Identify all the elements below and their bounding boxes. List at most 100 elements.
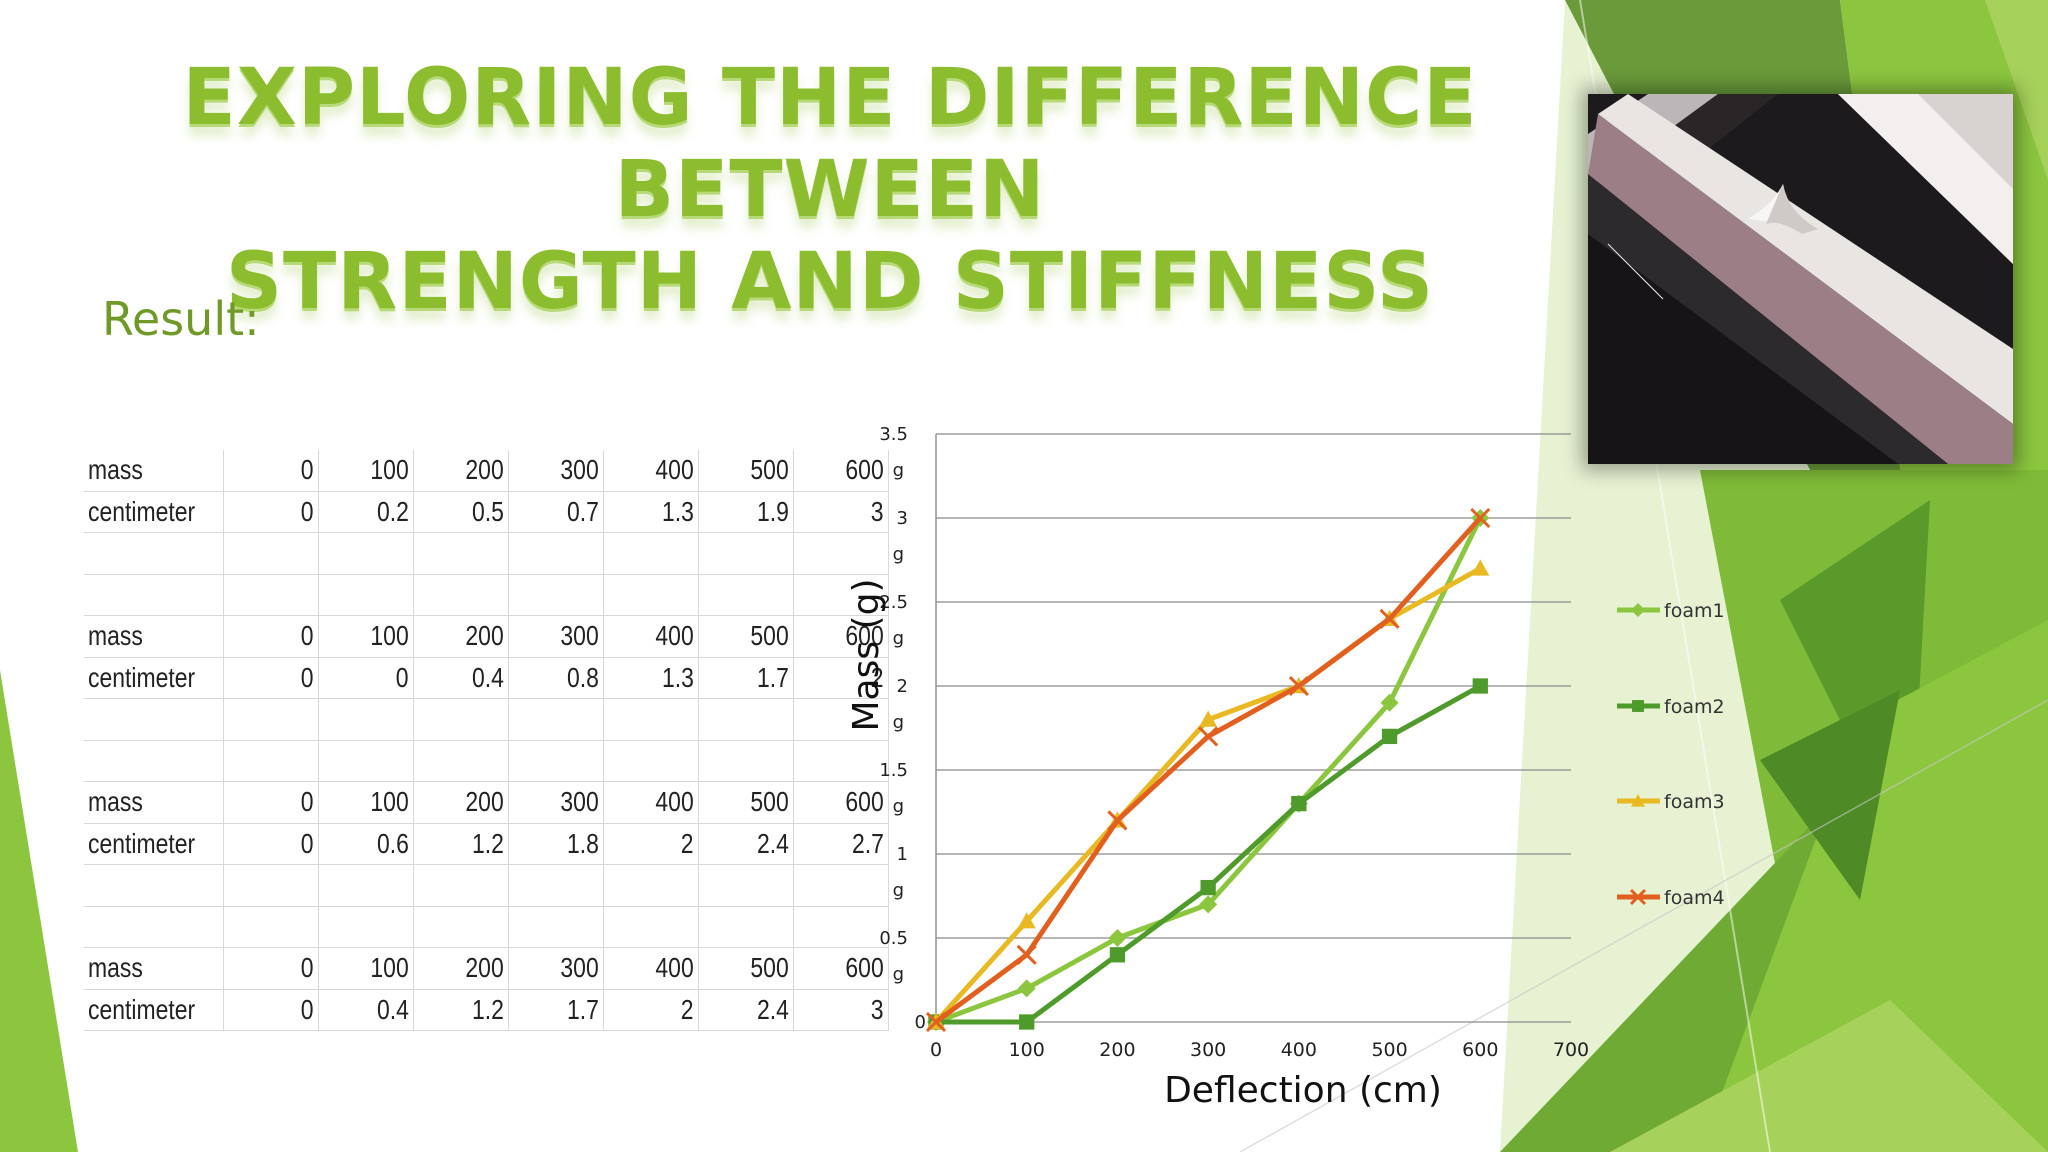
table-cell: 3 bbox=[793, 491, 889, 533]
table-cell: 100 bbox=[318, 781, 414, 824]
table-cell: 400 bbox=[603, 947, 699, 990]
table-cell: 1.2 bbox=[413, 989, 509, 1031]
table-cell: 600 bbox=[793, 615, 889, 658]
x-tick-label: 100 bbox=[1009, 1039, 1045, 1061]
y-axis-label: Mass (g) bbox=[846, 578, 887, 731]
slide-title-line-1: Exploring the difference between bbox=[182, 53, 1478, 235]
table-cell: 600 bbox=[793, 450, 889, 492]
table-cell bbox=[793, 864, 889, 907]
data-point-foam4 bbox=[1470, 507, 1491, 529]
x-tick-label: 200 bbox=[1099, 1039, 1135, 1061]
table-cell bbox=[698, 740, 794, 782]
data-point-foam3 bbox=[1199, 710, 1218, 727]
grid-lines bbox=[936, 433, 1571, 1023]
legend-label: foam2 bbox=[1664, 696, 1725, 718]
table-cell: 0.6 bbox=[318, 823, 414, 865]
table-cell bbox=[698, 698, 794, 741]
table-cell bbox=[413, 864, 509, 907]
table-row: centimeter 0 0.6 1.2 1.8 2 2.4 2.7 bbox=[84, 823, 889, 865]
table-cell: 2 bbox=[603, 823, 699, 865]
x-tick-label: 400 bbox=[1281, 1039, 1317, 1061]
result-label: Result: bbox=[102, 292, 260, 346]
table-cell: 1.7 bbox=[508, 989, 604, 1031]
x-tick-label: 700 bbox=[1553, 1039, 1589, 1061]
table-blank-row bbox=[84, 906, 889, 948]
table-cell: 200 bbox=[413, 450, 509, 492]
table-cell bbox=[318, 532, 414, 575]
y-tick-unit: g bbox=[893, 712, 904, 733]
table-cell: 0.7 bbox=[508, 491, 604, 533]
table-cell bbox=[318, 906, 414, 948]
table-cell: 300 bbox=[508, 450, 604, 492]
table-cell bbox=[223, 532, 319, 575]
table-cell: 2.4 bbox=[698, 823, 794, 865]
table-cell bbox=[84, 740, 224, 782]
table-row: mass 0 100 200 300 400 500 600 bbox=[84, 615, 889, 658]
results-table: mass 0 100 200 300 400 500 600 centimeter 0 0.2 0.5… bbox=[84, 450, 889, 1031]
legend-marker bbox=[1632, 700, 1644, 712]
table-cell: 0.8 bbox=[508, 657, 604, 699]
table-row-label: centimeter bbox=[84, 823, 224, 865]
table-cell bbox=[318, 740, 414, 782]
table-row: mass 0 100 200 300 400 500 600 bbox=[84, 450, 889, 492]
table-cell: 0 bbox=[223, 491, 319, 533]
table-row: centimeter 0 0 0.4 0.8 1.3 1.7 2 bbox=[84, 657, 889, 699]
y-tick-unit: g bbox=[893, 964, 904, 985]
table-cell bbox=[793, 906, 889, 948]
y-tick-label: 0.5 bbox=[879, 928, 908, 949]
y-tick-label: 0 bbox=[915, 1012, 926, 1033]
table-cell: 500 bbox=[698, 947, 794, 990]
table-row: centimeter 0 0.4 1.2 1.7 2 2.4 3 bbox=[84, 989, 889, 1031]
data-point-foam4 bbox=[925, 1011, 947, 1033]
table-cell bbox=[318, 698, 414, 741]
data-point-foam2 bbox=[1109, 947, 1126, 963]
table-cell: 1.2 bbox=[413, 823, 509, 865]
legend: foam1 foam2 foam3 foam4 bbox=[1617, 600, 1725, 909]
table-cell: 3 bbox=[793, 989, 889, 1031]
table-blank-row bbox=[84, 532, 889, 575]
table-row: centimeter 0 0.2 0.5 0.7 1.3 1.9 3 bbox=[84, 491, 889, 533]
table-cell bbox=[223, 740, 319, 782]
axes: 0 0.5 g 1 g 1.5 g 2 g 2.5 g 3 g 3.5 g 0 100 200 300 400 500 6… bbox=[879, 424, 1589, 1061]
x-tick-label: 600 bbox=[1462, 1039, 1498, 1061]
table-cell bbox=[603, 864, 699, 907]
table-cell bbox=[223, 864, 319, 907]
table-cell: 1.3 bbox=[603, 491, 699, 533]
legend-marker bbox=[1631, 603, 1645, 617]
table-row-label: centimeter bbox=[84, 491, 224, 533]
table-cell bbox=[603, 698, 699, 741]
data-point-foam3 bbox=[1471, 559, 1490, 576]
table-cell: 0.5 bbox=[413, 491, 509, 533]
table-cell bbox=[508, 532, 604, 575]
table-cell: 400 bbox=[603, 450, 699, 492]
table-blank-row bbox=[84, 574, 889, 616]
table-cell bbox=[603, 906, 699, 948]
table-row: mass 0 100 200 300 400 500 600 bbox=[84, 781, 889, 824]
data-point-foam2 bbox=[1291, 795, 1307, 812]
table-cell bbox=[84, 864, 224, 907]
data-point-foam1 bbox=[1199, 895, 1218, 914]
table-cell: 1.7 bbox=[698, 657, 794, 699]
table-cell: 300 bbox=[508, 947, 604, 990]
table-cell: 1.3 bbox=[603, 657, 699, 699]
table-cell bbox=[84, 906, 224, 948]
y-tick-unit: g bbox=[893, 544, 904, 565]
table-cell: 500 bbox=[698, 781, 794, 824]
table-cell: 1.8 bbox=[508, 823, 604, 865]
table-cell bbox=[84, 698, 224, 741]
table-cell bbox=[603, 574, 699, 616]
x-tick-label: 500 bbox=[1371, 1039, 1407, 1061]
table-cell bbox=[413, 698, 509, 741]
table-cell: 2 bbox=[603, 989, 699, 1031]
table-cell: 400 bbox=[603, 781, 699, 824]
data-point-foam1 bbox=[1380, 693, 1399, 712]
data-point-foam4 bbox=[1379, 608, 1400, 629]
table-cell bbox=[793, 532, 889, 575]
slide-title-line-2: strength and stiffness bbox=[225, 237, 1435, 327]
table-blank-row bbox=[84, 864, 889, 907]
table-cell: 200 bbox=[413, 947, 509, 990]
table-cell bbox=[793, 740, 889, 782]
table-cell: 0.2 bbox=[318, 491, 414, 533]
table-cell: 600 bbox=[793, 947, 889, 990]
table-row-label: mass bbox=[84, 615, 224, 658]
